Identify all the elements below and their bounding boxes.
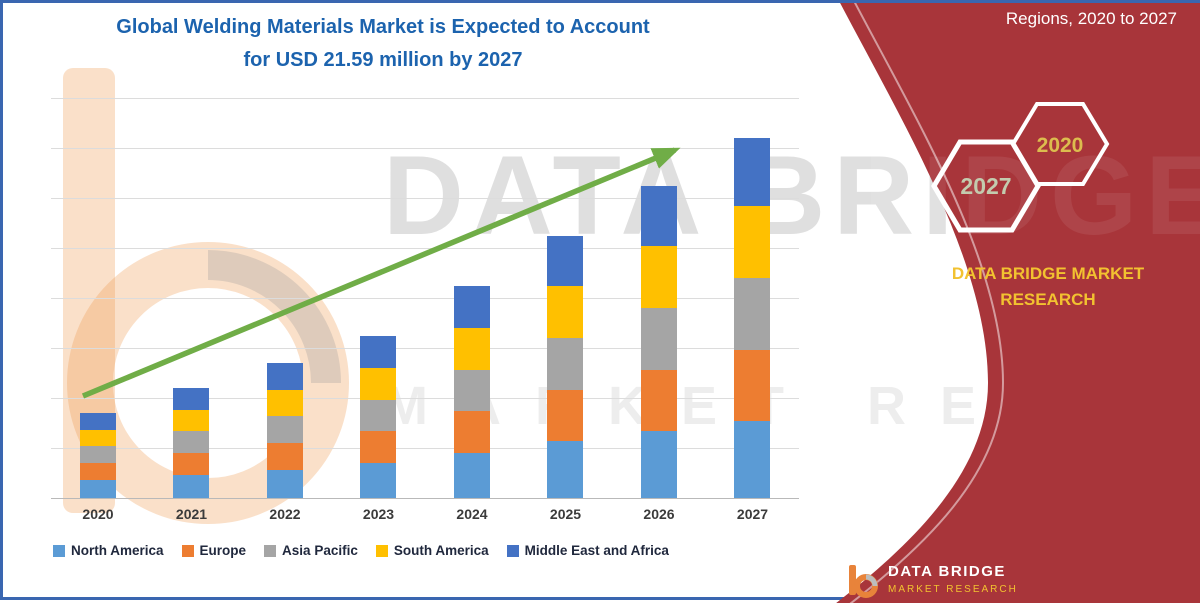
hexagon-2020-label: 2020 <box>1037 134 1084 157</box>
legend-swatch-icon <box>375 544 388 557</box>
bar-segment-2025-south-america <box>547 286 584 338</box>
bar-segment-2027-south-america <box>734 206 771 278</box>
legend-swatch-icon <box>506 544 519 557</box>
legend-label: Asia Pacific <box>282 543 358 558</box>
bar-segment-2026-south-america <box>640 246 677 308</box>
bar-segment-2020-north-america <box>79 479 116 498</box>
hexagon-2027-label: 2027 <box>960 173 1011 199</box>
gridline <box>51 398 799 399</box>
bar-segment-2020-europe <box>79 463 116 480</box>
gridline <box>51 498 799 499</box>
bar-segment-2022-south-america <box>266 389 303 417</box>
legend-label: Middle East and Africa <box>524 543 669 558</box>
footer-brand-text: DATA BRIDGE <box>888 563 1006 580</box>
gridline <box>51 348 799 349</box>
bar-segment-2023-middle-east-and-africa <box>360 336 397 368</box>
bar-segment-2027-middle-east-and-africa <box>734 138 771 207</box>
legend-label: North America <box>71 543 164 558</box>
legend-item-asia-pacific: Asia Pacific <box>264 543 358 558</box>
brand-text: DATA BRIDGE MARKET RESEARCH <box>948 261 1148 313</box>
brand-text-line2: RESEARCH <box>1000 290 1096 309</box>
chart-title-line2: for USD 21.59 million by 2027 <box>243 49 523 71</box>
x-axis-label-2026: 2026 <box>643 506 675 522</box>
gridline <box>51 248 799 249</box>
bar-segment-2025-asia-pacific <box>547 338 584 390</box>
bar-segment-2020-asia-pacific <box>79 446 116 463</box>
bar-segment-2021-middle-east-and-africa <box>173 388 210 410</box>
x-axis-label-2022: 2022 <box>269 506 301 522</box>
legend-item-south-america: South America <box>375 543 489 558</box>
gridline <box>51 148 799 149</box>
bar-segment-2027-north-america <box>734 421 771 498</box>
bar-segment-2021-north-america <box>173 474 210 498</box>
bar-segment-2023-asia-pacific <box>360 399 397 432</box>
bar-segment-2024-asia-pacific <box>453 369 490 412</box>
bar-segment-2021-south-america <box>173 409 210 432</box>
bar-segment-2023-south-america <box>360 368 397 400</box>
legend-item-north-america: North America <box>53 543 164 558</box>
panel-header-text: Regions, 2020 to 2027 <box>1005 9 1177 28</box>
gridline <box>51 198 799 199</box>
chart-legend: North America Europe Asia Pacific South Ame… <box>53 543 813 558</box>
x-axis-label-2025: 2025 <box>549 506 582 522</box>
legend-swatch-icon <box>264 544 277 557</box>
bar-segment-2022-north-america <box>266 469 303 498</box>
gridline <box>51 448 799 449</box>
bar-segment-2027-europe <box>734 349 771 422</box>
bar-segment-2021-asia-pacific <box>173 431 210 453</box>
footer-sub-text: MARKET RESEARCH <box>888 584 1018 595</box>
legend-swatch-icon <box>181 544 194 557</box>
bar-segment-2020-middle-east-and-africa <box>79 413 116 430</box>
brand-text-line1: DATA BRIDGE MARKET <box>951 264 1145 283</box>
bar-segment-2024-north-america <box>453 453 490 498</box>
gridline <box>51 298 799 299</box>
bar-segment-2024-middle-east-and-africa <box>453 286 490 328</box>
bar-segment-2026-asia-pacific <box>640 308 677 370</box>
bar-segment-2026-europe <box>640 369 677 432</box>
bar-segment-2026-middle-east-and-africa <box>640 186 677 247</box>
legend-item-middle-east-and-africa: Middle East and Africa <box>506 543 669 558</box>
x-axis-label-2023: 2023 <box>362 506 395 522</box>
x-axis-label-2024: 2024 <box>456 506 488 522</box>
bar-segment-2025-north-america <box>547 441 584 498</box>
legend-swatch-icon <box>53 544 65 557</box>
chart-title-line1: Global Welding Materials Market is Expec… <box>116 16 650 38</box>
bar-segment-2024-south-america <box>453 328 490 370</box>
bar-segment-2022-asia-pacific <box>266 416 303 443</box>
bar-segment-2025-europe <box>547 389 584 442</box>
chart-title: Global Welding Materials Market is Expec… <box>63 11 703 77</box>
bar-segment-2021-europe <box>173 453 210 475</box>
gridline <box>51 98 799 99</box>
bar-segment-2026-north-america <box>640 431 677 498</box>
x-axis-label-2021: 2021 <box>175 506 208 522</box>
legend-item-europe: Europe <box>181 543 247 558</box>
bar-segment-2025-middle-east-and-africa <box>547 236 584 287</box>
bar-segment-2022-middle-east-and-africa <box>266 363 303 390</box>
bar-segment-2027-asia-pacific <box>734 278 771 350</box>
bar-segment-2023-north-america <box>360 463 397 498</box>
x-axis-label-2027: 2027 <box>736 506 769 522</box>
x-axis-label-2020: 2020 <box>82 506 114 522</box>
footer-logo: DATA BRIDGE MARKET RESEARCH <box>846 563 1018 599</box>
data-bridge-logo-icon <box>849 565 878 598</box>
stacked-bar-plot-area: 2020 2021 2022 2023 2024 2025 2026 2027 <box>51 98 799 522</box>
bar-segment-2024-europe <box>453 411 490 453</box>
bar-segment-2023-europe <box>360 431 397 463</box>
legend-label: Europe <box>199 543 247 558</box>
year-hexagons: 2027 2020 <box>931 102 1110 233</box>
legend-label: South America <box>393 543 489 558</box>
bar-segment-2022-europe <box>266 443 303 470</box>
bar-segment-2020-south-america <box>79 429 116 447</box>
